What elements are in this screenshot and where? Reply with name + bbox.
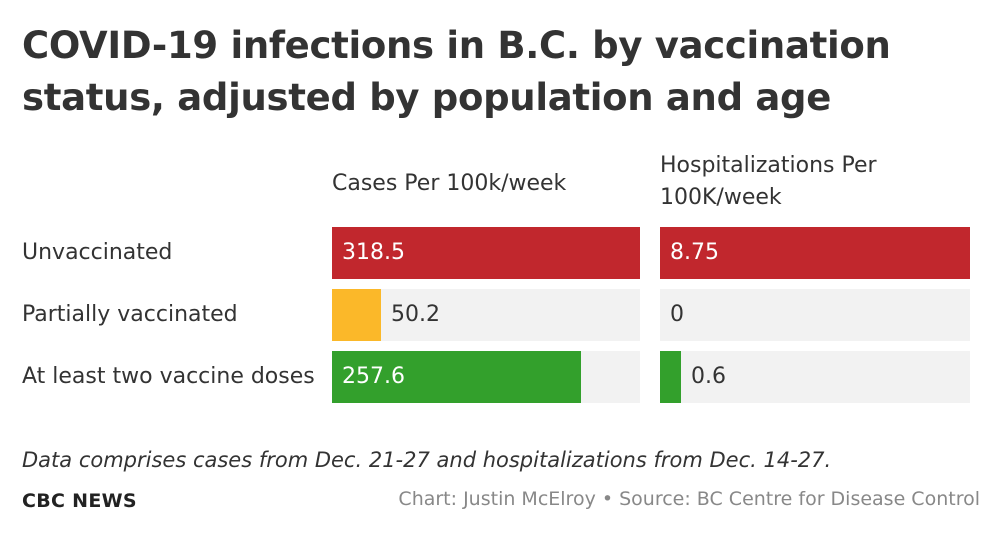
cbc-news-logo: CBC NEWS	[22, 490, 137, 512]
column-header-cases: Cases Per 100k/week	[332, 171, 567, 196]
bar-track-hospitalizations-two-doses: 0.6	[660, 351, 970, 403]
bar-hospitalizations-unvaccinated	[660, 227, 970, 279]
bar-track-hospitalizations-unvaccinated: 8.75	[660, 227, 970, 279]
data-label-cases-unvaccinated: 318.5	[342, 240, 405, 265]
bar-track-hospitalizations-partially-vaccinated: 0	[660, 289, 970, 341]
bar-track-cases-two-doses: 257.6	[332, 351, 640, 403]
data-label-cases-partially-vaccinated: 50.2	[391, 302, 440, 327]
row-label-two-doses: At least two vaccine doses	[22, 364, 315, 389]
data-label-hospitalizations-two-doses: 0.6	[691, 364, 726, 389]
bar-hospitalizations-two-doses	[660, 351, 681, 403]
data-label-hospitalizations-unvaccinated: 8.75	[670, 240, 719, 265]
data-note: Data comprises cases from Dec. 21-27 and…	[22, 448, 832, 472]
chart-title: COVID-19 infections in B.C. by vaccinati…	[22, 24, 891, 119]
column-header-hospitalizations: Hospitalizations Per 100K/week	[660, 153, 877, 210]
bar-cases-partially-vaccinated	[332, 289, 381, 341]
row-label-partially-vaccinated: Partially vaccinated	[22, 302, 238, 327]
data-label-cases-two-doses: 257.6	[342, 364, 405, 389]
source-credit: Chart: Justin McElroy • Source: BC Centr…	[398, 488, 980, 510]
bar-cases-unvaccinated	[332, 227, 640, 279]
bar-cases-two-doses	[332, 351, 581, 403]
data-label-hospitalizations-partially-vaccinated: 0	[670, 302, 684, 327]
bar-track-cases-unvaccinated: 318.5	[332, 227, 640, 279]
row-label-unvaccinated: Unvaccinated	[22, 240, 173, 265]
bar-track-cases-partially-vaccinated: 50.2	[332, 289, 640, 341]
